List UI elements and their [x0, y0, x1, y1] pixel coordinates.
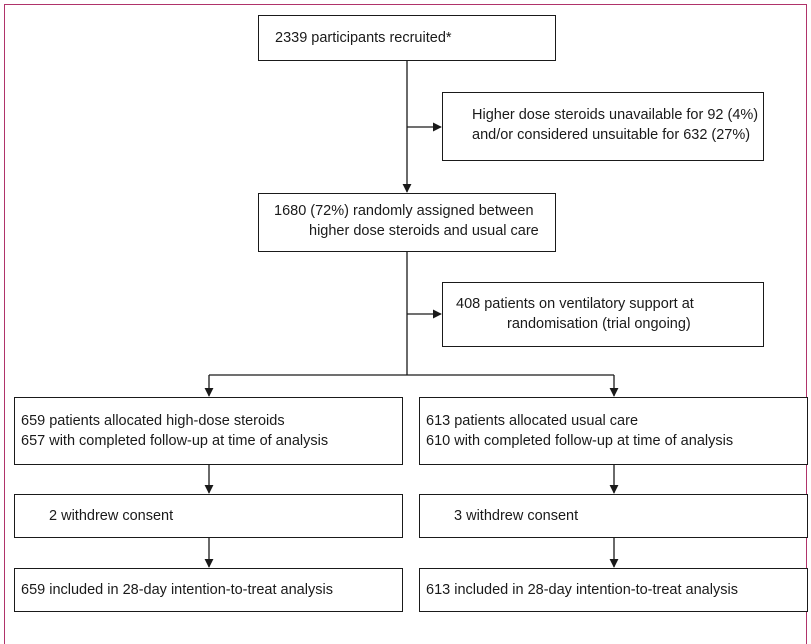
left-analysis-box: 659 included in 28-day intention-to-trea…: [14, 568, 403, 612]
left-analysis-text: 659 included in 28-day intention-to-trea…: [21, 582, 333, 598]
flow-connectors: [204, 61, 619, 568]
recruited-box: 2339 participants recruited*: [258, 15, 556, 61]
ventilatory-text-line1: 408 patients on ventilatory support at: [456, 296, 694, 312]
left-withdrew-box: 2 withdrew consent: [14, 494, 403, 538]
ventilatory-text-line2: randomisation (trial ongoing): [507, 316, 691, 332]
recruited-text: 2339 participants recruited*: [275, 30, 452, 46]
right-allocated-line1: 613 patients allocated usual care: [426, 413, 639, 429]
left-allocated-box: 659 patients allocated high-dose steroid…: [14, 397, 403, 465]
figure-frame: [4, 4, 807, 644]
ventilatory-box: 408 patients on ventilatory support at r…: [442, 282, 764, 347]
right-withdrew-text: 3 withdrew consent: [454, 508, 579, 524]
left-withdrew-text: 2 withdrew consent: [49, 508, 174, 524]
right-analysis-box: 613 included in 28-day intention-to-trea…: [419, 568, 808, 612]
randomised-text-line1: 1680 (72%) randomly assigned between: [274, 203, 534, 219]
excluded-box: Higher dose steroids unavailable for 92 …: [442, 92, 764, 161]
excluded-text-line1: Higher dose steroids unavailable for 92 …: [472, 107, 759, 123]
left-allocated-line1: 659 patients allocated high-dose steroid…: [21, 413, 285, 429]
right-allocated-box: 613 patients allocated usual care 610 wi…: [419, 397, 808, 465]
left-allocated-line2: 657 with completed follow-up at time of …: [21, 433, 329, 449]
right-withdrew-box: 3 withdrew consent: [419, 494, 808, 538]
randomised-box: 1680 (72%) randomly assigned between hig…: [258, 193, 556, 252]
right-allocated-line2: 610 with completed follow-up at time of …: [426, 433, 734, 449]
right-analysis-text: 613 included in 28-day intention-to-trea…: [426, 582, 738, 598]
randomised-text-line2: higher dose steroids and usual care: [309, 223, 539, 239]
excluded-text-line2: and/or considered unsuitable for 632 (27…: [472, 127, 751, 143]
